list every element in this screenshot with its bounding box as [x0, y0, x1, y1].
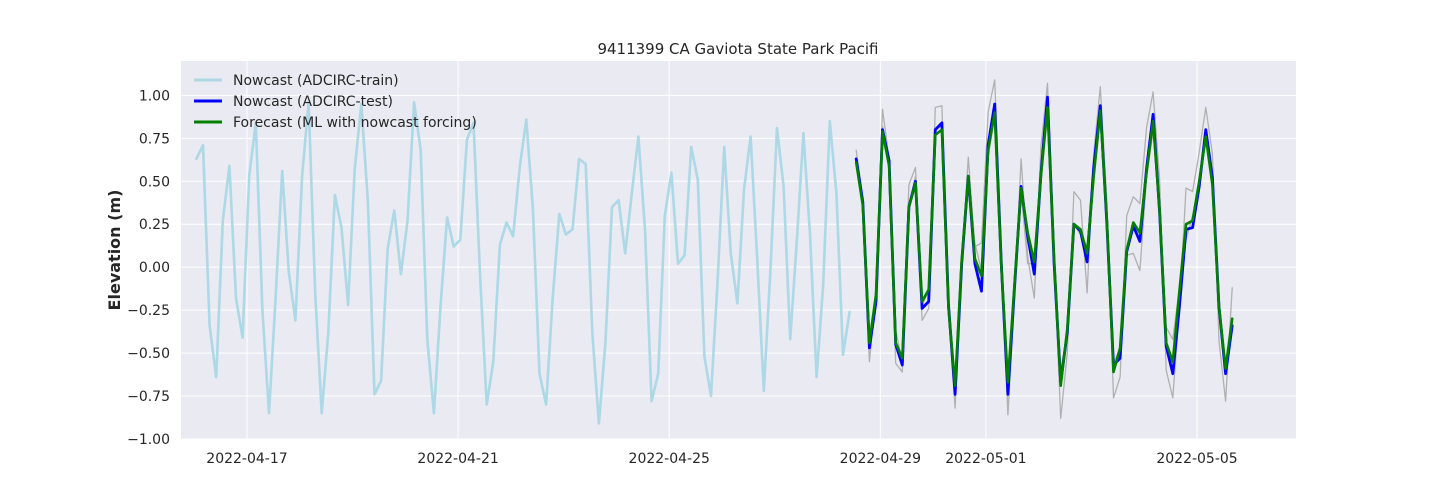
y-tick-label: 0.50	[139, 174, 170, 190]
y-tick-label: −0.25	[127, 303, 170, 319]
y-tick-label: 0.75	[139, 131, 170, 147]
y-tick-label: 0.25	[139, 217, 170, 233]
legend-label-train: Nowcast (ADCIRC-train)	[233, 73, 399, 89]
x-tick-label: 2022-04-29	[840, 451, 921, 467]
series-line-forecast	[854, 106, 1234, 388]
y-tick-label: 0.00	[139, 260, 170, 276]
legend: Nowcast (ADCIRC-train) Nowcast (ADCIRC-t…	[194, 73, 477, 131]
y-tick-label: −0.50	[127, 346, 170, 362]
x-axis: 2022-04-17 2022-04-21 2022-04-25 2022-04-29…	[206, 451, 1237, 467]
chart-title: 9411399 CA Gaviota State Park Pacifi	[597, 40, 878, 58]
x-tick-label: 2022-05-05	[1156, 451, 1237, 467]
x-tick-label: 2022-04-17	[206, 451, 287, 467]
legend-label-forecast: Forecast (ML with nowcast forcing)	[233, 115, 477, 131]
x-tick-label: 2022-04-25	[629, 451, 710, 467]
y-tick-label: −0.75	[127, 389, 170, 405]
series-line-train	[195, 100, 851, 425]
series-layer	[195, 79, 1234, 425]
y-tick-label: −1.00	[127, 432, 170, 448]
y-tick-label: 1.00	[139, 88, 170, 104]
x-tick-label: 2022-05-01	[945, 451, 1026, 467]
y-axis: 1.00 0.75 0.50 0.25 0.00 −0.25 −0.50 −0.75 −1.00	[127, 88, 170, 448]
x-tick-label: 2022-04-21	[417, 451, 498, 467]
legend-label-test: Nowcast (ADCIRC-test)	[233, 94, 393, 110]
plot-area	[181, 61, 1296, 439]
y-axis-label: Elevation (m)	[105, 190, 124, 311]
